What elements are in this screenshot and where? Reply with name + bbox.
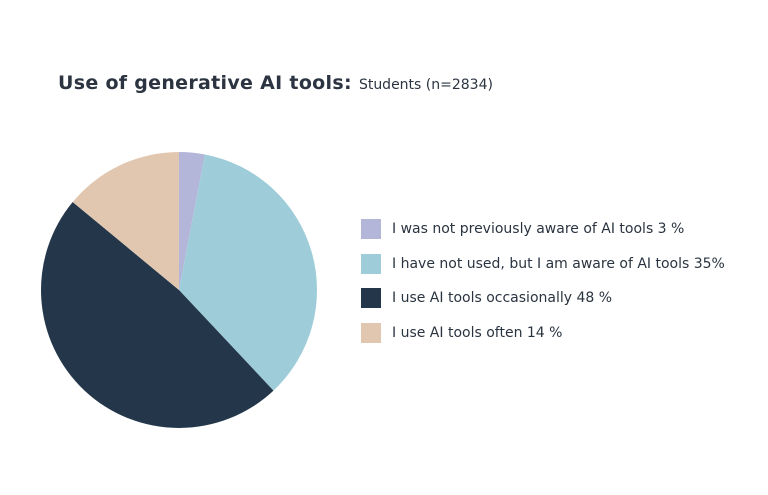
chart-title: Use of generative AI tools: Students (n=… [58, 72, 493, 94]
legend-swatch [361, 253, 381, 274]
legend-label: I use AI tools often 14 % [392, 324, 563, 341]
legend-item-occasionally: I use AI tools occasionally 48 % [361, 287, 725, 309]
legend-label: I have not used, but I am aware of AI to… [392, 255, 725, 272]
pie-slice-not-aware [179, 152, 205, 290]
legend-item-aware-not-used: I have not used, but I am aware of AI to… [361, 253, 725, 275]
pie-slice-aware-not-used [179, 154, 318, 391]
chart-title-main: Use of generative AI tools: [58, 72, 352, 94]
legend-swatch [361, 322, 381, 343]
chart-legend: I was not previously aware of AI tools 3… [361, 218, 725, 356]
pie-slice-occasionally [41, 202, 274, 429]
legend-item-often: I use AI tools often 14 % [361, 322, 725, 344]
legend-swatch [361, 219, 381, 239]
legend-label: I use AI tools occasionally 48 % [392, 290, 613, 306]
chart-title-subtitle: Students (n=2834) [358, 77, 493, 93]
legend-item-not-aware: I was not previously aware of AI tools 3… [361, 218, 725, 240]
pie-slice-often [72, 152, 179, 290]
legend-label: I was not previously aware of AI tools 3… [392, 221, 685, 237]
legend-swatch [361, 288, 381, 308]
